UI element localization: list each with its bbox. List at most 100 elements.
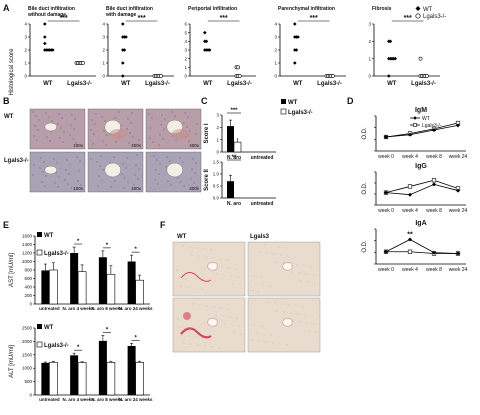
wt-point — [456, 123, 460, 128]
line-chart-igg: IgG O.D. week 0 week 4 week 8 week 24 — [362, 163, 468, 214]
legend-wt-label: WT — [422, 116, 430, 122]
ko-point — [158, 74, 163, 78]
cell — [291, 271, 293, 273]
nucleus — [169, 160, 171, 162]
cell — [296, 264, 298, 266]
y-tick-label: 3 — [216, 113, 219, 118]
ko-point — [424, 74, 429, 78]
wt-point — [207, 48, 212, 52]
histology-image: 100x — [29, 151, 86, 193]
cell — [197, 344, 199, 346]
nucleus — [44, 185, 46, 187]
wt-point — [387, 74, 391, 78]
wt-point — [122, 48, 127, 52]
cell — [295, 305, 297, 307]
wt-point — [393, 56, 398, 61]
legend-ko-marker — [415, 13, 421, 19]
panel-e: AST [mU/ml] 0 200 400 600 800 1000 1200 1400 1600… — [9, 232, 153, 402]
panel-d-plots: IgM O.D. week 0 week 4 week 8 week 24 WTLgals3… — [362, 107, 468, 273]
nucleus — [160, 124, 162, 126]
nucleus — [194, 172, 196, 174]
x-label-ko: Lgals3-/- — [317, 81, 342, 87]
bar-wt — [41, 270, 50, 304]
nucleus — [51, 120, 53, 122]
vessel-lumen — [282, 261, 293, 271]
x-tick-label: week 8 — [426, 154, 442, 160]
nucleus — [56, 162, 58, 164]
nucleus — [57, 123, 59, 125]
cell — [175, 244, 177, 246]
bar-wt — [127, 261, 136, 304]
cell — [302, 306, 304, 308]
cell — [231, 324, 233, 326]
nucleus — [58, 113, 60, 115]
y-tick-label: 1 — [24, 61, 27, 66]
legend-wt-swatch — [37, 324, 42, 329]
cell — [177, 318, 179, 320]
y-tick-label: 3 — [274, 35, 277, 40]
cell — [208, 313, 210, 315]
nucleus — [72, 138, 74, 140]
nucleus — [124, 177, 126, 179]
legend-ko-label: Lgals3-/- — [422, 123, 442, 129]
y-tick-label: 4 — [184, 39, 187, 44]
cell — [286, 344, 288, 346]
panel-e-letter: E — [3, 220, 9, 230]
nucleus — [69, 163, 71, 165]
cell — [227, 308, 229, 310]
ast-chart: AST [mU/ml] 0 200 400 600 800 1000 1200 1400 1600… — [9, 232, 153, 311]
nucleus — [132, 136, 134, 138]
y-tick-label: 1400 — [22, 242, 33, 247]
x-tick-label: untreated — [39, 306, 60, 311]
cell — [313, 323, 315, 325]
chart-title: IgA — [415, 220, 426, 227]
nucleus — [193, 182, 195, 184]
series-wt-line — [385, 183, 459, 196]
panel-c-legend: WT Lgals3-/- — [280, 99, 313, 116]
title-line: with damage — [105, 12, 137, 18]
nucleus — [34, 125, 36, 127]
nucleus — [73, 128, 75, 130]
title-line: without damage — [27, 12, 66, 18]
y-tick-label: 0 — [29, 393, 32, 398]
cell — [294, 256, 296, 258]
nucleus — [97, 185, 99, 187]
nucleus — [164, 118, 166, 120]
y-axis-label: O.D. — [362, 240, 368, 253]
nucleus — [41, 181, 43, 183]
x-tick-label: week 0 — [378, 208, 394, 214]
cell — [230, 275, 232, 277]
y-tick-label: 1500 — [22, 352, 33, 357]
cell — [310, 266, 312, 268]
sig-label: * — [106, 328, 109, 334]
legend-wt-swatch — [37, 232, 42, 237]
nucleus — [118, 111, 120, 113]
cell — [308, 330, 310, 332]
vessel-lumen — [282, 317, 293, 327]
strip-plot-4: Parenchymal infiltration 0 1 2 3 4 *** WT Lgals3… — [274, 6, 346, 87]
nucleus — [61, 117, 63, 119]
legend-ko-label: Lgals3-/- — [44, 251, 69, 257]
cell — [222, 315, 224, 317]
x-tick-label: week 4 — [402, 208, 418, 214]
ko-point — [237, 74, 242, 78]
nucleus — [54, 182, 56, 184]
nucleus — [48, 116, 50, 118]
y-tick-label: 1 — [216, 137, 219, 142]
x-label-wt: WT — [203, 81, 213, 87]
x-tick-label: week 4 — [402, 154, 418, 160]
nucleus — [125, 167, 127, 169]
y-tick-label: 1600 — [22, 234, 33, 239]
x-label-wt: WT — [43, 81, 53, 87]
wt-point — [121, 61, 125, 65]
wt-point — [408, 237, 412, 242]
cell — [196, 247, 198, 249]
panel-c: WT Lgals3-/- Score I 0 1 2 3 N. aro untreated *… — [204, 99, 313, 207]
plot-title: Periportal infiltration — [188, 6, 237, 12]
sig-label: *** — [404, 15, 412, 22]
x-tick-label: week 0 — [378, 154, 394, 160]
bar-wt — [41, 362, 50, 395]
cell — [276, 310, 278, 312]
nucleus — [189, 130, 191, 132]
nucleus — [163, 128, 165, 130]
